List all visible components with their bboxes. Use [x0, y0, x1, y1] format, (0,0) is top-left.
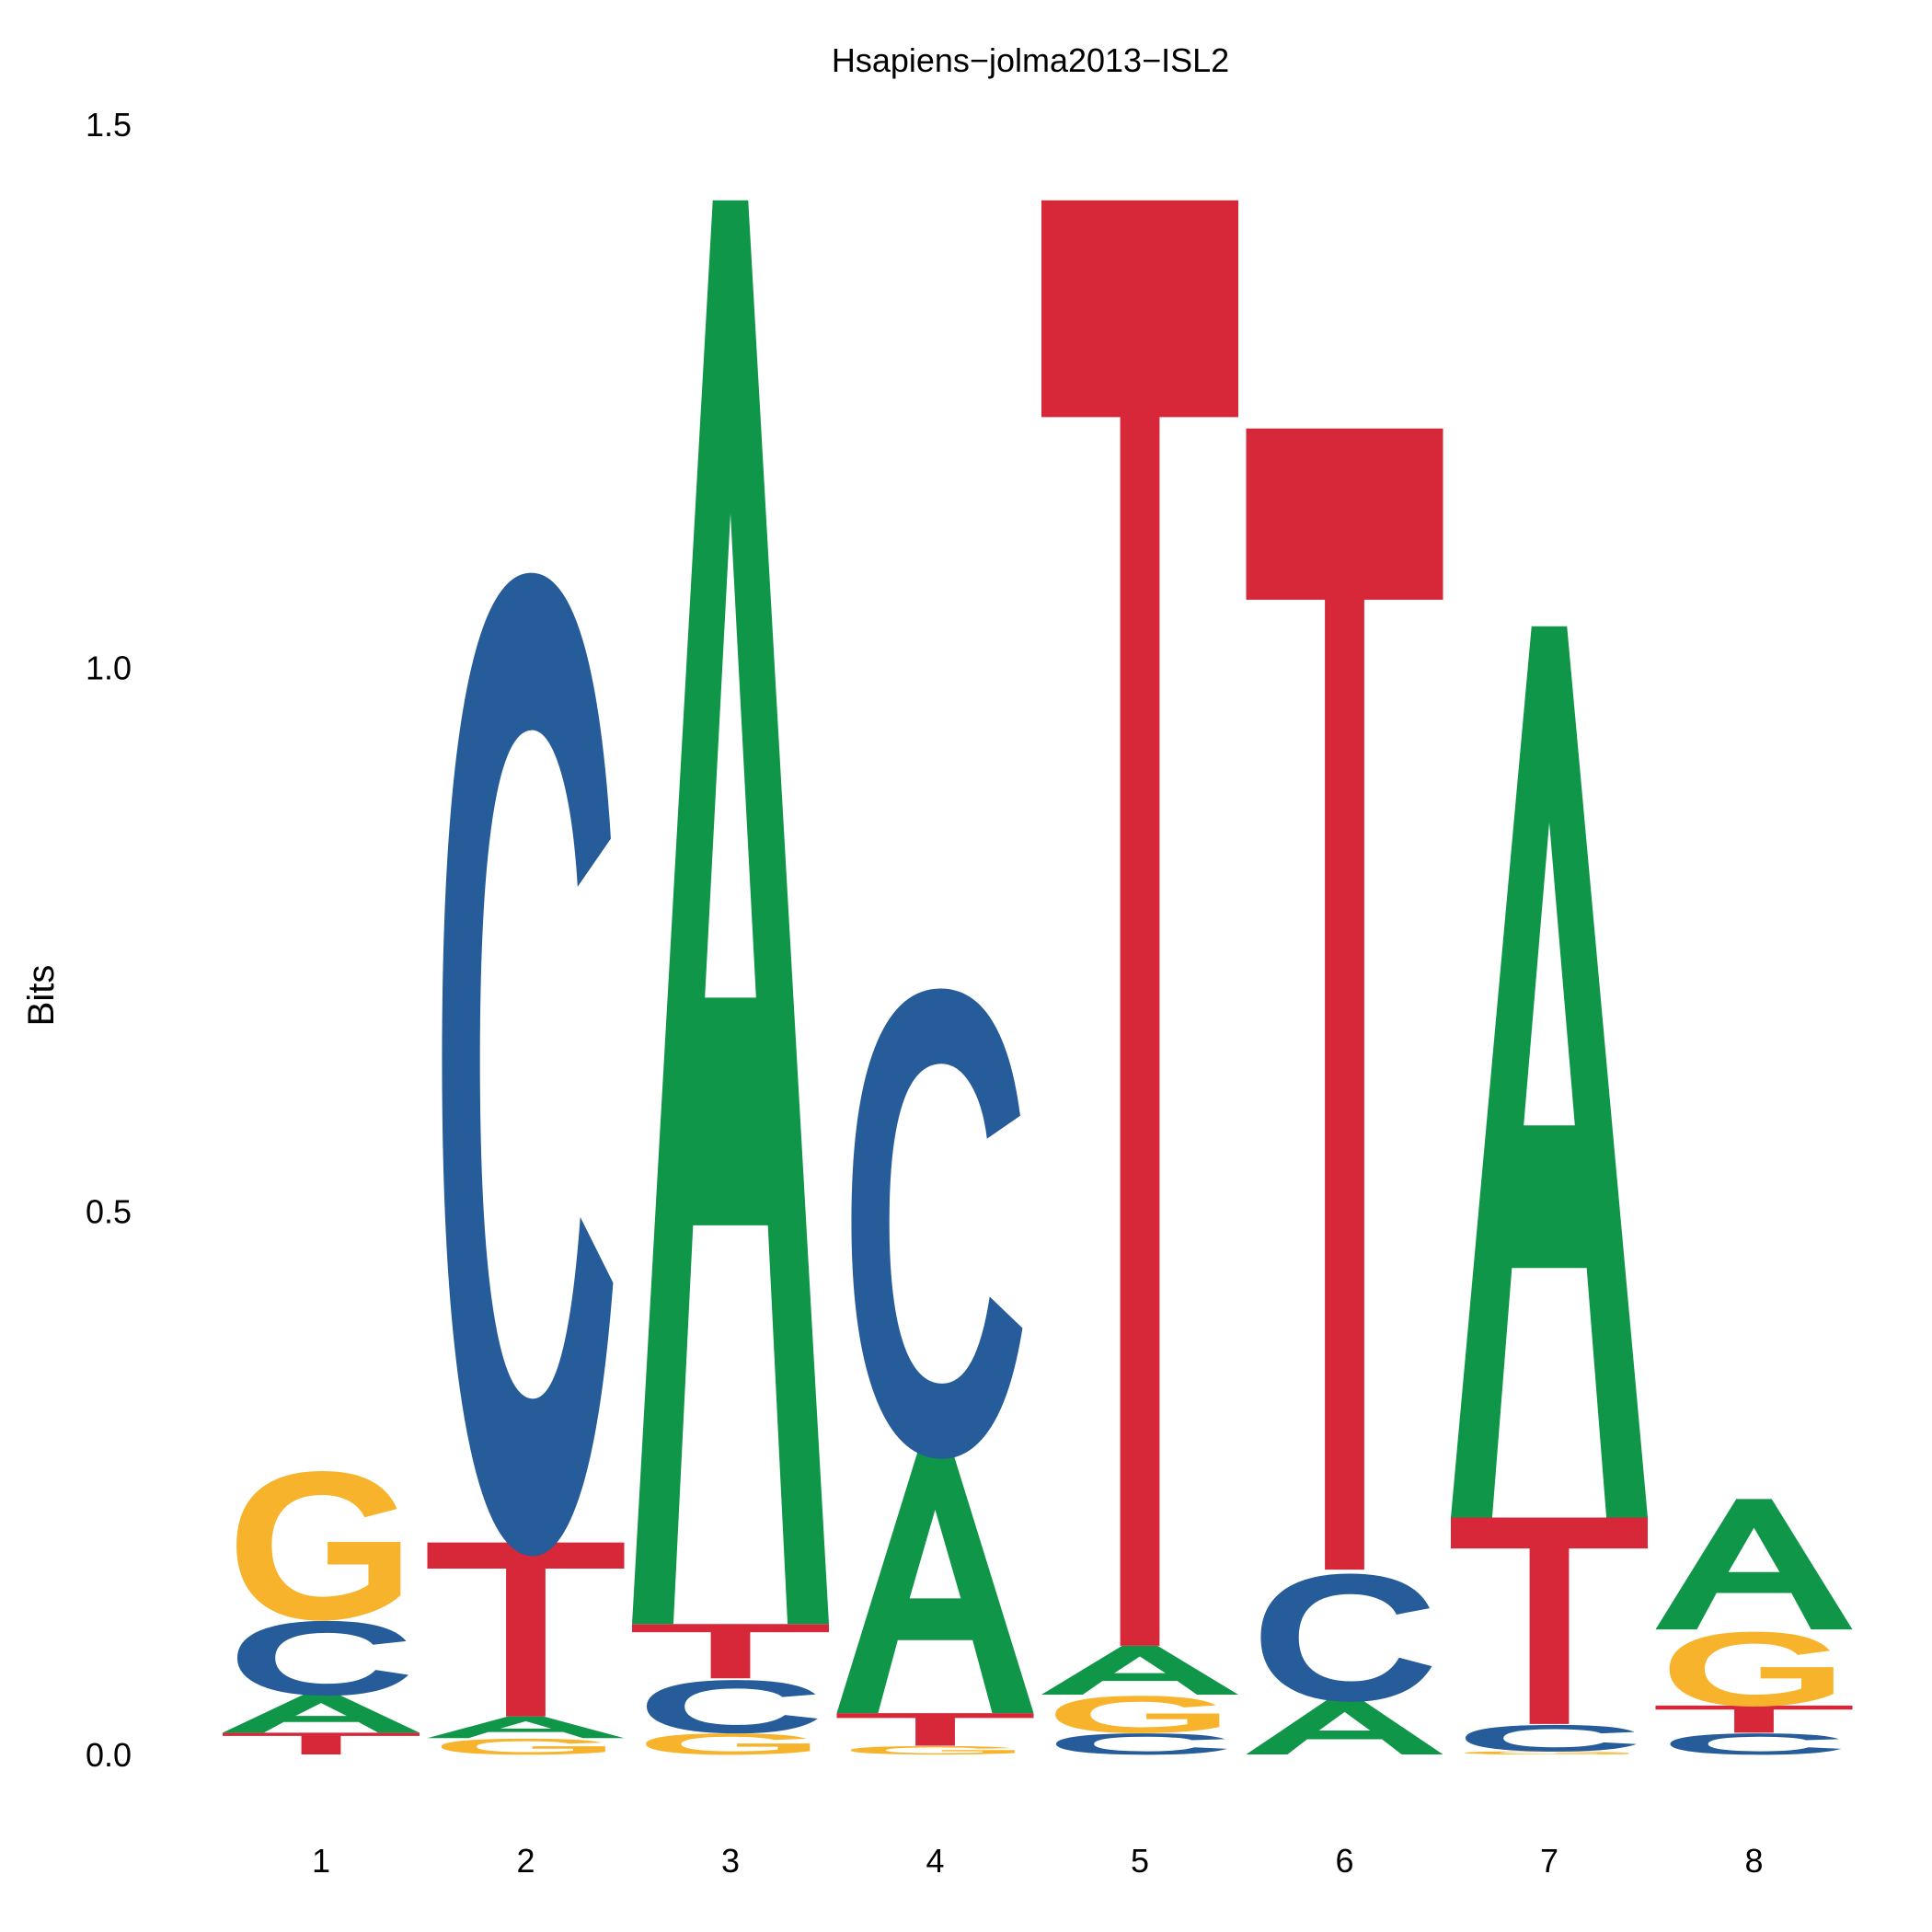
logo-letter-g: G	[1045, 1685, 1234, 1744]
logo-letter-t	[1246, 428, 1443, 1570]
y-tick-label: 1.5	[86, 106, 132, 144]
logo-letter-a	[632, 200, 829, 1625]
x-tick-label: 3	[721, 1842, 740, 1880]
x-tick-label: 4	[926, 1842, 944, 1880]
x-tick-label: 5	[1131, 1842, 1149, 1880]
logo-letter-a	[223, 1695, 420, 1733]
logo-letter-g: G	[841, 1743, 1029, 1757]
logo-letter-a	[836, 1452, 1034, 1714]
logo-letter-c: C	[226, 1599, 415, 1717]
logo-letter-g: G	[226, 1429, 415, 1664]
logo-letter-g: G	[1455, 1751, 1643, 1756]
y-tick-label: 0.5	[86, 1192, 132, 1230]
logo-letter-t	[1041, 200, 1238, 1646]
logo-letter-t	[632, 1624, 829, 1679]
logo-letter-g: G	[1660, 1610, 1848, 1728]
logo-letter-t	[427, 1542, 625, 1717]
y-tick-label: 1.0	[86, 650, 132, 687]
logo-letter-c: C	[1660, 1727, 1848, 1761]
x-tick-label: 2	[516, 1842, 535, 1880]
logo-letter-g: G	[431, 1734, 620, 1760]
logo-letter-c: C	[431, 285, 620, 1837]
logo-letter-c: C	[636, 1665, 824, 1749]
logo-letter-t	[1655, 1705, 1853, 1733]
logo-letter-t	[836, 1713, 1034, 1746]
x-tick-label: 1	[312, 1842, 330, 1880]
logo-letter-g: G	[636, 1727, 824, 1761]
x-axis-ticks: 1 2 3 4 5 6 7 8	[312, 1842, 1764, 1880]
y-tick-label: 0.0	[86, 1736, 132, 1774]
logo-letter-t	[223, 1732, 420, 1754]
y-axis-label: Bits	[21, 965, 62, 1027]
logo-letter-a	[427, 1716, 625, 1739]
logo-letter-c: C	[1250, 1537, 1439, 1739]
logo-letter-t	[1451, 1517, 1648, 1724]
logo-letter-c: C	[1455, 1717, 1643, 1759]
x-tick-label: 7	[1540, 1842, 1558, 1880]
logo-letter-a	[1041, 1645, 1238, 1696]
chart-title: Hsapiens−jolma2013−ISL2	[832, 41, 1229, 79]
logo-letter-c: C	[1045, 1727, 1234, 1761]
logo-letter-c: C	[841, 851, 1029, 1593]
y-axis-ticks: 0.0 0.5 1.0 1.5	[86, 106, 132, 1774]
logo-letter-a	[1451, 626, 1648, 1518]
logo-letter-a	[1246, 1699, 1443, 1754]
logo-letter-a	[1655, 1499, 1853, 1630]
x-tick-label: 8	[1744, 1842, 1763, 1880]
x-tick-label: 6	[1335, 1842, 1353, 1880]
